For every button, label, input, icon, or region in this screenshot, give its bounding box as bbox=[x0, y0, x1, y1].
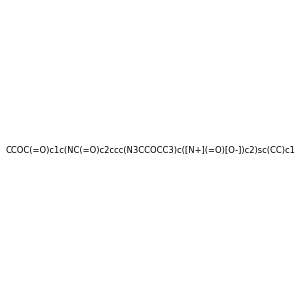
Text: CCOC(=O)c1c(NC(=O)c2ccc(N3CCOCC3)c([N+](=O)[O-])c2)sc(CC)c1: CCOC(=O)c1c(NC(=O)c2ccc(N3CCOCC3)c([N+](… bbox=[5, 146, 295, 154]
